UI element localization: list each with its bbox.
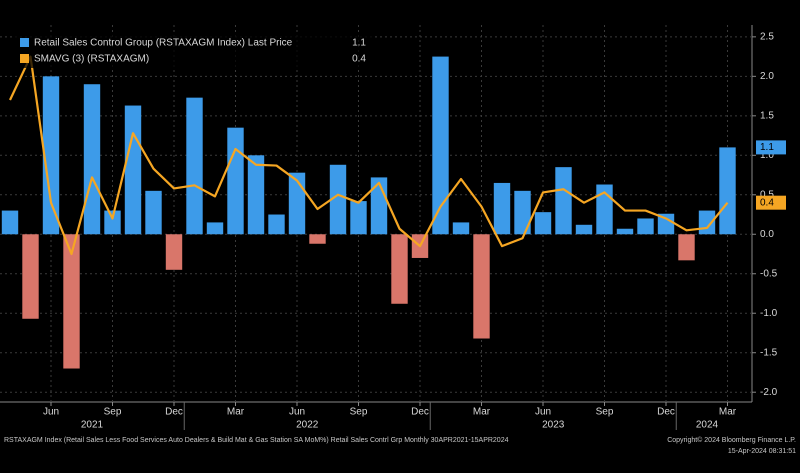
bar xyxy=(391,234,408,304)
y-tick-label: 1.0 xyxy=(760,150,774,161)
bar xyxy=(678,234,695,261)
bar xyxy=(165,234,183,270)
bar xyxy=(227,127,244,235)
x-year-label: 2024 xyxy=(696,420,719,431)
x-tick-label: Jun xyxy=(289,407,305,418)
y-tick-label: -1.5 xyxy=(760,347,778,358)
x-tick-label: Jun xyxy=(43,407,59,418)
bar xyxy=(432,56,449,235)
bar xyxy=(657,213,675,235)
bar xyxy=(555,167,572,235)
bar xyxy=(206,222,224,235)
last-value-tag xyxy=(756,140,786,155)
bar xyxy=(452,222,470,235)
bar xyxy=(145,190,162,235)
y-tick-label: -0.5 xyxy=(760,268,778,279)
x-tick-label: Mar xyxy=(719,407,737,418)
last-value-label: 0.4 xyxy=(760,197,774,208)
x-year-label: 2022 xyxy=(296,420,319,431)
bar xyxy=(616,228,634,235)
y-tick-label: 1.5 xyxy=(760,110,774,121)
bar xyxy=(493,182,511,235)
y-tick-label: 0.0 xyxy=(760,229,774,240)
legend-value: 1.1 xyxy=(352,38,366,49)
x-tick-label: Sep xyxy=(596,407,614,418)
last-value-tag xyxy=(756,195,786,210)
y-tick-label: 2.0 xyxy=(760,71,774,82)
last-value-label: 1.1 xyxy=(760,142,774,153)
bar xyxy=(514,190,531,235)
legend-label: SMAVG (3) (RSTAXAGM) xyxy=(34,54,149,65)
y-tick-label: 0.5 xyxy=(760,189,774,200)
x-tick-label: Jun xyxy=(535,407,551,418)
x-tick-label: Dec xyxy=(657,407,675,418)
bar xyxy=(350,201,367,235)
footer: RSTAXAGM Index (Retail Sales Less Food S… xyxy=(4,437,509,444)
copyright: Copyright© 2024 Bloomberg Finance L.P. xyxy=(667,436,796,444)
legend-box xyxy=(12,34,372,68)
sma-line xyxy=(9,55,729,256)
x-tick-label: Mar xyxy=(473,407,491,418)
x-tick-label: Sep xyxy=(350,407,368,418)
bar xyxy=(186,97,203,235)
bar xyxy=(534,212,552,235)
legend-swatch xyxy=(20,54,29,63)
bar xyxy=(473,234,490,339)
legend-label: Retail Sales Control Group (RSTAXAGM Ind… xyxy=(34,38,293,49)
bar xyxy=(268,214,285,235)
x-year-label: 2021 xyxy=(81,420,104,431)
bar xyxy=(329,164,347,235)
x-tick-label: Sep xyxy=(104,407,122,418)
bar xyxy=(42,76,60,235)
bar xyxy=(1,210,19,235)
x-tick-label: Mar xyxy=(227,407,245,418)
bar xyxy=(104,210,121,235)
timestamp: 15-Apr-2024 08:31:51 xyxy=(728,448,796,455)
bar xyxy=(575,224,593,235)
y-tick-label: 2.5 xyxy=(760,31,774,42)
x-year-label: 2023 xyxy=(542,420,565,431)
y-tick-label: -1.0 xyxy=(760,308,778,319)
bar xyxy=(719,147,736,235)
bar xyxy=(637,218,654,235)
bar xyxy=(309,234,326,244)
legend-swatch xyxy=(20,38,29,47)
bar xyxy=(370,177,388,235)
x-tick-label: Dec xyxy=(165,407,183,418)
y-tick-label: -2.0 xyxy=(760,387,778,398)
bar xyxy=(63,234,80,369)
bar xyxy=(247,155,265,235)
bar xyxy=(124,105,142,235)
x-tick-label: Dec xyxy=(411,407,429,418)
legend-value: 0.4 xyxy=(352,54,366,65)
bar xyxy=(83,84,101,235)
bar xyxy=(22,234,39,319)
